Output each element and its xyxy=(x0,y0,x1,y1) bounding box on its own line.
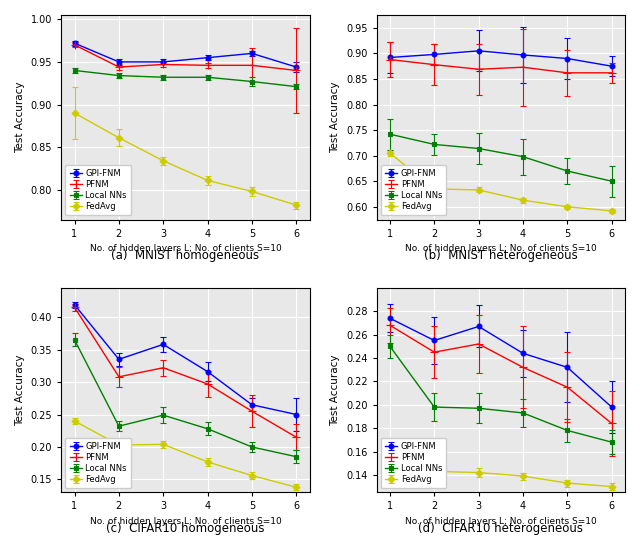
X-axis label: No. of hidden layers L; No. of clients S=10: No. of hidden layers L; No. of clients S… xyxy=(405,244,596,253)
Legend: GPI-FNM, PFNM, Local NNs, FedAvg: GPI-FNM, PFNM, Local NNs, FedAvg xyxy=(65,438,131,488)
X-axis label: No. of hidden layers L; No. of clients S=10: No. of hidden layers L; No. of clients S… xyxy=(90,244,281,253)
Legend: GPI-FNM, PFNM, Local NNs, FedAvg: GPI-FNM, PFNM, Local NNs, FedAvg xyxy=(381,165,447,215)
X-axis label: No. of hidden layers L; No. of clients S=10: No. of hidden layers L; No. of clients S… xyxy=(90,517,281,526)
Y-axis label: Test Accuracy: Test Accuracy xyxy=(330,354,340,426)
Text: (a)  MNIST homogeneous: (a) MNIST homogeneous xyxy=(111,249,259,262)
Y-axis label: Test Accuracy: Test Accuracy xyxy=(15,354,25,426)
Text: (c)  CIFAR10 homogeneous: (c) CIFAR10 homogeneous xyxy=(106,522,265,535)
Y-axis label: Test Accuracy: Test Accuracy xyxy=(330,82,340,153)
Y-axis label: Test Accuracy: Test Accuracy xyxy=(15,82,25,153)
Text: (d)  CIFAR10 heterogeneous: (d) CIFAR10 heterogeneous xyxy=(419,522,583,535)
Text: (b)  MNIST heterogeneous: (b) MNIST heterogeneous xyxy=(424,249,578,262)
Legend: GPI-FNM, PFNM, Local NNs, FedAvg: GPI-FNM, PFNM, Local NNs, FedAvg xyxy=(381,438,447,488)
X-axis label: No. of hidden layers L; No. of clients S=10: No. of hidden layers L; No. of clients S… xyxy=(405,517,596,526)
Legend: GPI-FNM, PFNM, Local NNs, FedAvg: GPI-FNM, PFNM, Local NNs, FedAvg xyxy=(65,165,131,215)
